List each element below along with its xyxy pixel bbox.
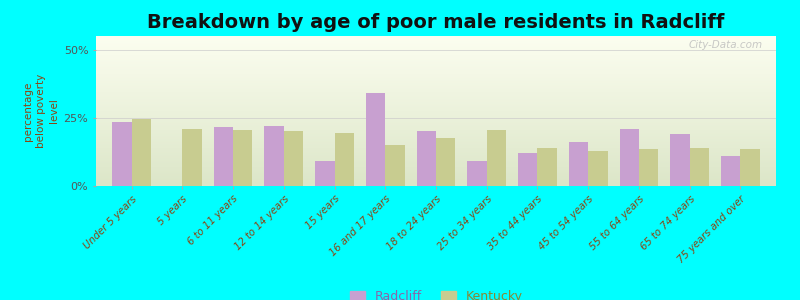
- Bar: [214, 128, 233, 186]
- Bar: [690, 148, 709, 186]
- Bar: [284, 131, 303, 186]
- Legend: Radcliff, Kentucky: Radcliff, Kentucky: [345, 285, 527, 300]
- Bar: [741, 149, 760, 186]
- Title: Breakdown by age of poor male residents in Radcliff: Breakdown by age of poor male residents …: [147, 13, 725, 32]
- Bar: [538, 148, 557, 186]
- Bar: [131, 119, 151, 186]
- Bar: [467, 161, 486, 186]
- Bar: [112, 122, 131, 186]
- Bar: [386, 145, 405, 186]
- Bar: [233, 130, 252, 186]
- Bar: [417, 131, 436, 186]
- Bar: [265, 126, 284, 186]
- Y-axis label: percentage
below poverty
level: percentage below poverty level: [23, 74, 59, 148]
- Text: City-Data.com: City-Data.com: [688, 40, 762, 50]
- Bar: [569, 142, 588, 186]
- Bar: [518, 153, 538, 186]
- Bar: [620, 129, 639, 186]
- Bar: [315, 161, 334, 186]
- Bar: [436, 138, 455, 186]
- Bar: [182, 129, 202, 186]
- Bar: [639, 149, 658, 186]
- Bar: [366, 93, 386, 186]
- Bar: [486, 130, 506, 186]
- Bar: [721, 156, 741, 186]
- Bar: [588, 151, 607, 186]
- Bar: [670, 134, 690, 186]
- Bar: [334, 133, 354, 186]
